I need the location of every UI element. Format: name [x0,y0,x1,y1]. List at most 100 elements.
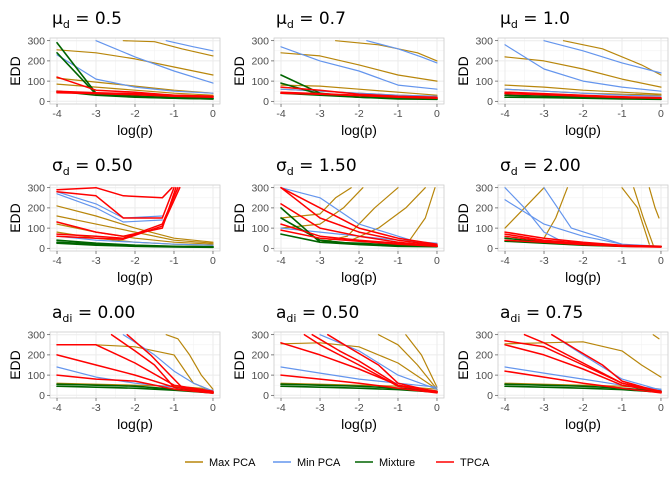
y-tick-label: 300 [27,36,45,48]
series-line-max-pca-0 [56,205,214,243]
series-line-tpca-10 [311,333,438,393]
y-tick-label: 300 [27,183,45,195]
series-line-tpca-13 [504,239,662,248]
series-line-min-pca-5 [319,334,438,390]
x-axis-label: log(p) [565,122,601,138]
series-line-max-pca-3 [405,334,438,388]
panel-1: 0 100 200 300 -4 -3 -2 -1 0 log(p) EDD μd = 0.5 [7,9,221,138]
series-line-tpca-12 [280,203,438,247]
x-tick-label: -2 [578,402,587,414]
x-tick-label: -2 [130,255,139,267]
x-tick-label: -1 [393,108,402,120]
x-tick-label: -4 [500,255,509,267]
series-line-tpca-11 [56,186,175,219]
series-line-max-pca-1 [543,187,569,239]
series-line-tpca-10 [126,333,214,394]
series-line-tpca-10 [56,186,173,199]
series-line-tpca-11 [280,186,438,246]
y-tick-label: 300 [475,36,493,48]
x-tick-label: -2 [578,108,587,120]
series-line-max-pca-1 [504,84,662,95]
x-tick-label: 0 [210,402,216,414]
series-line-tpca-12 [280,374,438,394]
series-line-max-pca-0 [56,49,214,76]
panel-title: adi = 0.00 [52,303,135,325]
y-tick-label: 100 [475,76,493,88]
gridlines [498,38,668,104]
series-line-max-pca-4 [648,187,660,219]
y-axis-label: EDD [7,350,23,380]
x-tick-label: -1 [169,108,178,120]
series-lines [280,40,438,101]
y-tick-label: 200 [475,203,493,215]
y-axis-label: EDD [231,350,247,380]
x-tick-label: -2 [354,108,363,120]
x-tick-label: -2 [354,402,363,414]
x-axis-label: log(p) [341,416,377,432]
y-tick-label: 200 [27,350,45,362]
y-tick-label: 200 [251,350,269,362]
series-line-min-pca-6 [56,235,214,246]
y-axis-label: EDD [455,203,471,233]
series-line-min-pca-4 [504,44,662,92]
series-line-tpca-7 [56,344,214,392]
series-line-max-pca-3 [350,187,426,241]
series-line-min-pca-4 [280,46,438,90]
x-tick-label: -2 [130,402,139,414]
series-line-max-pca-0 [504,341,662,378]
panel-title: σd = 1.50 [276,156,357,178]
series-lines [56,40,214,100]
panel-title: adi = 0.50 [276,303,359,325]
series-line-min-pca-4 [56,54,214,94]
series-line-min-pca-6 [366,40,438,64]
y-tick-label: 0 [263,243,269,255]
series-line-tpca-12 [280,92,438,99]
series-line-max-pca-4 [409,187,436,241]
x-tick-label: 0 [658,402,664,414]
series-line-tpca-10 [551,333,662,393]
y-axis-label: EDD [7,56,23,86]
series-line-tpca-10 [504,92,662,99]
series-line-min-pca-5 [543,40,662,74]
legend-label: Min PCA [297,457,341,469]
series-lines [504,333,662,394]
y-axis-label: EDD [231,56,247,86]
y-axis-label: EDD [455,56,471,86]
x-axis-label: log(p) [341,269,377,285]
y-tick-label: 0 [39,243,45,255]
y-tick-label: 100 [27,370,45,382]
series-line-min-pca-5 [504,187,565,243]
panel-title: σd = 0.50 [52,156,133,178]
x-tick-label: -3 [315,402,324,414]
series-lines [56,186,214,249]
y-tick-label: 0 [39,390,45,402]
y-tick-label: 300 [251,36,269,48]
legend-item-max-pca: Max PCA [185,457,256,469]
panel-title: σd = 2.00 [500,156,581,178]
x-tick-label: -1 [617,255,626,267]
x-axis-label: log(p) [565,416,601,432]
y-tick-label: 300 [251,330,269,342]
x-tick-label: -4 [276,108,285,120]
series-line-max-pca-0 [280,342,438,390]
x-tick-label: -3 [91,108,100,120]
y-axis-label: EDD [231,203,247,233]
x-tick-label: 0 [210,108,216,120]
x-axis-label: log(p) [117,122,153,138]
x-axis-label: log(p) [117,269,153,285]
series-lines [504,40,662,101]
series-line-mixture-8 [504,96,662,101]
series-line-max-pca-3 [122,40,214,57]
panel-6: 0 100 200 300 -4 -3 -2 -1 0 log(p) EDD σd = 2.00 [455,156,669,285]
panel-title: adi = 0.75 [500,303,583,325]
legend-label: Max PCA [209,457,256,469]
series-lines [56,333,214,395]
x-tick-label: 0 [658,108,664,120]
y-tick-label: 0 [263,96,269,108]
y-tick-label: 100 [27,223,45,235]
x-tick-label: -3 [315,255,324,267]
y-tick-label: 300 [475,330,493,342]
x-tick-label: -4 [276,402,285,414]
panel-4: 0 100 200 300 -4 -3 -2 -1 0 log(p) EDD σd = 0.50 [7,156,221,285]
series-line-max-pca-3 [633,187,654,246]
